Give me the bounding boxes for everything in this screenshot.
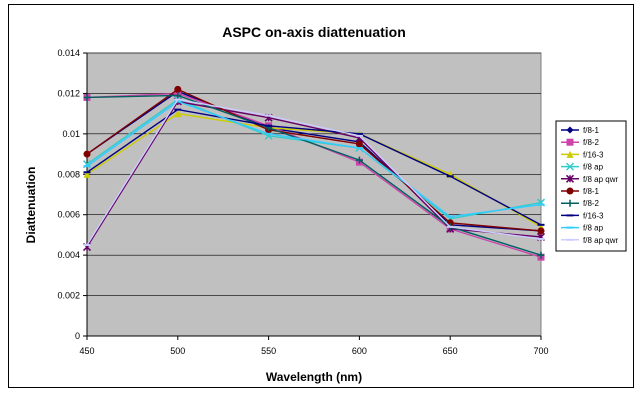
x-tick-label: 650 [443,346,458,356]
legend-label: f/8-1 [583,187,600,196]
data-point [174,91,182,99]
legend-label: f/8 ap [583,224,604,233]
y-tick-label: 0.008 [57,169,80,179]
legend-marker [566,199,574,207]
chart-area: ASPC on-axis diattenuation Diattenuation… [8,4,634,388]
legend-marker [565,174,575,183]
y-tick-label: 0.004 [57,250,80,260]
data-point [355,140,363,148]
data-point [537,227,545,235]
data-point [83,170,91,178]
x-tick-label: 450 [79,346,94,356]
legend-item: f/8 ap qwr [561,174,618,184]
legend-marker [566,187,574,195]
series-line [86,90,542,232]
legend-label: f/8 ap [583,163,604,172]
y-axis-title: Diattenuation [24,167,38,244]
y-tick-label: 0.014 [57,48,80,58]
series-5 [83,85,545,235]
series-line [86,108,542,226]
series-line [86,100,542,218]
legend-item: f/8-1 [561,126,600,135]
data-point [83,150,91,158]
legend-label: f/8 ap qwr [583,175,618,184]
legend: f/8-1 f/8-2 f/16-3 f/8 ap f/8 ap qwr f/8-1 f/8… [555,120,627,252]
legend-item: f/8 ap [561,162,604,172]
series-line [86,98,542,246]
x-tick-label: 700 [533,346,548,356]
series-line [86,98,542,220]
legend-label: f/16-3 [583,211,604,220]
legend-item: f/8 ap qwr [561,236,618,245]
data-point [355,156,363,164]
legend-label: f/8-1 [583,126,600,135]
series-8 [83,100,545,218]
legend-item: f/16-3 [561,150,604,159]
chart-title: ASPC on-axis diattenuation [222,24,406,40]
legend-item: f/8-1 [561,187,600,196]
legend-label: f/8-2 [583,138,600,147]
legend-marker [566,126,574,134]
legend-label: f/8-2 [583,199,600,208]
legend-marker [565,162,575,171]
y-tick-label: 0.01 [62,129,80,139]
x-tick-label: 500 [170,346,185,356]
legend-label: f/8 ap qwr [583,236,618,245]
data-point [537,251,545,259]
y-tick-label: 0 [75,331,80,341]
legend-item: f/16-3 [561,211,604,220]
data-point [174,85,182,93]
series-line [86,100,542,248]
legend-item: f/8-2 [561,138,600,147]
series-9 [83,98,545,247]
chart-svg: ASPC on-axis diattenuation Diattenuation… [24,24,627,384]
data-point [174,110,182,118]
series-line [86,88,542,232]
legend-item: f/8-2 [561,199,600,208]
data-point [83,93,91,101]
legend-marker [566,150,574,158]
y-tick-label: 0.012 [57,88,80,98]
legend-item: f/8 ap [561,224,604,233]
legend-marker [566,138,574,146]
legend-label: f/16-3 [583,150,604,159]
series-7 [83,108,545,226]
plot-layer: 0 0.002 0.004 0.006 0.008 0.01 0.012 0.014 450 50… [57,48,548,356]
y-tick-label: 0.002 [57,291,80,301]
x-tick-label: 550 [261,346,276,356]
y-tick-label: 0.006 [57,210,80,220]
x-tick-label: 600 [352,346,367,356]
series-line [86,94,542,256]
x-axis-title: Wavelength (nm) [266,370,362,384]
